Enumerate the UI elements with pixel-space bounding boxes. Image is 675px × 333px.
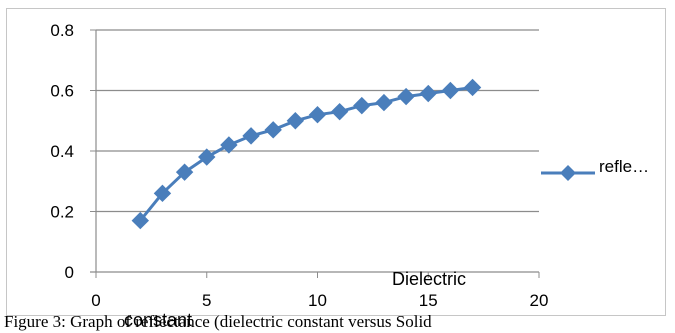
- series: [131, 78, 482, 230]
- legend-label-0: refle…: [599, 157, 649, 176]
- y-tick-label-4: 0.8: [50, 21, 74, 40]
- x-axis-title-line-2: constant: [124, 310, 192, 330]
- data-point-0-14: [441, 81, 460, 100]
- data-point-0-8: [308, 105, 327, 124]
- data-point-0-12: [397, 87, 415, 106]
- series-line-0: [139, 86, 473, 222]
- x-axis-title-line-1: Dielectric: [392, 269, 466, 289]
- legend: refle…: [541, 157, 649, 181]
- gridlines: [96, 29, 539, 213]
- data-point-0-10: [353, 96, 371, 115]
- data-point-0-2: [175, 163, 194, 181]
- data-point-0-4: [220, 136, 238, 154]
- x-tick-label-4: 20: [530, 291, 549, 310]
- data-point-0-1: [153, 184, 172, 203]
- data-point-0-7: [286, 112, 305, 130]
- x-tick-label-3: 15: [419, 291, 438, 310]
- data-point-0-9: [330, 102, 349, 121]
- data-point-0-15: [463, 78, 482, 97]
- data-point-0-11: [375, 93, 393, 112]
- tick-labels: 0 0.2 0.4 0.6 0.8 0 5 10 15 20: [50, 21, 548, 310]
- legend-marker-0: [560, 165, 576, 181]
- y-tick-label-2: 0.4: [50, 142, 74, 161]
- x-tick-label-2: 10: [308, 291, 327, 310]
- y-tick-label-3: 0.6: [50, 82, 74, 101]
- data-point-0-3: [198, 148, 216, 166]
- x-tick-label-1: 5: [202, 291, 211, 310]
- y-tick-label-0: 0: [65, 263, 74, 282]
- figure-caption: Figure 3: Graph of reflectance (dielectr…: [4, 312, 432, 331]
- data-point-0-13: [419, 84, 437, 103]
- axes: [90, 29, 540, 278]
- y-tick-label-1: 0.2: [50, 203, 74, 222]
- chart-frame: [6, 8, 666, 316]
- data-point-0-5: [242, 127, 260, 145]
- x-tick-label-0: 0: [91, 291, 100, 310]
- data-point-0-6: [264, 121, 282, 139]
- data-point-0-0: [131, 211, 150, 230]
